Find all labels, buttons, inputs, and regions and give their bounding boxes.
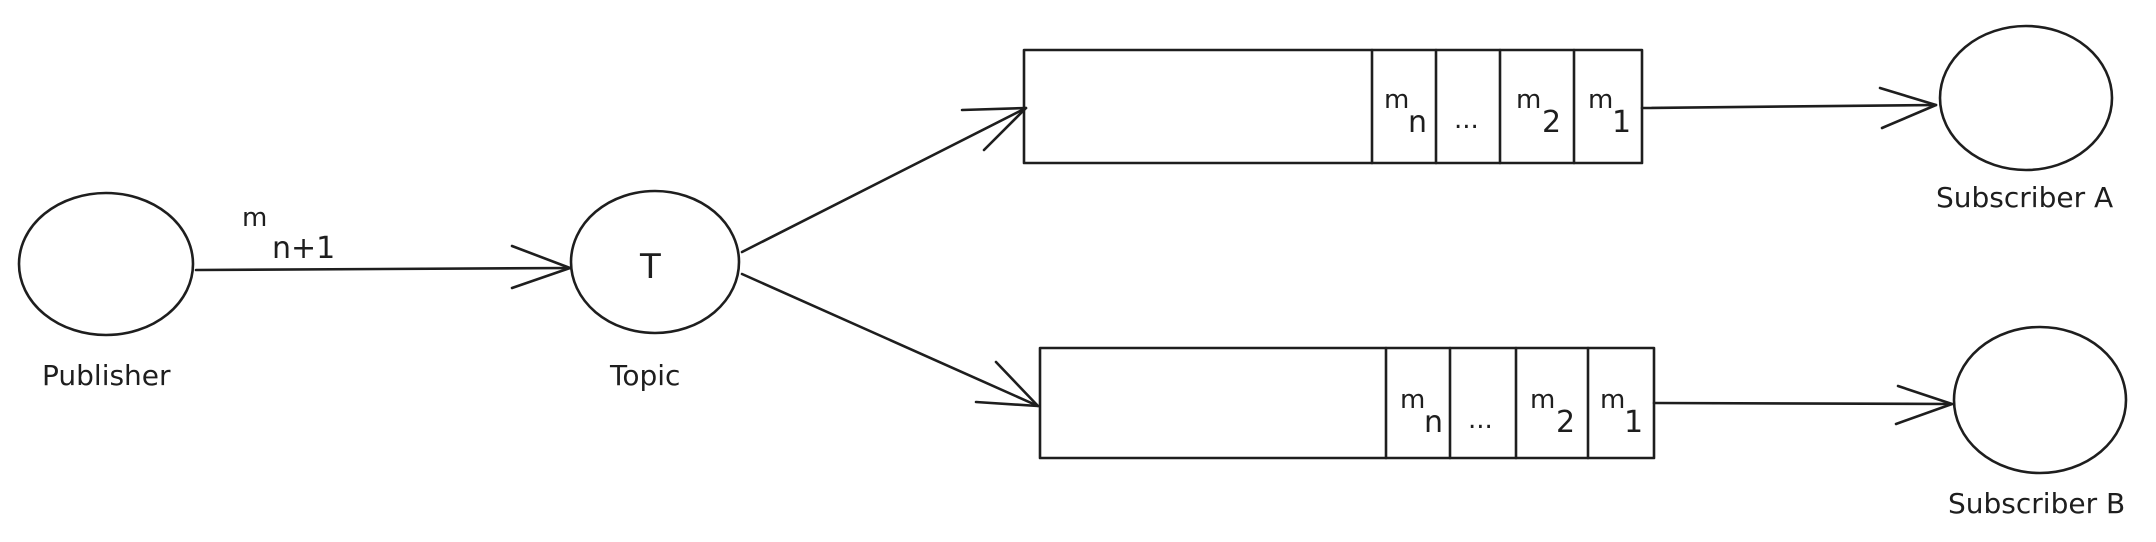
svg-text:m: m [1384,85,1409,115]
subscriber-a-circle [1938,24,2114,172]
queue-a-cell-m1: m 1 [1588,85,1631,140]
queue-a-cell-m2: m 2 [1516,85,1561,140]
incoming-message-label: m n+1 [242,203,335,266]
incoming-message-base: m [242,203,267,233]
queue-b-cell-m1: m 1 [1600,385,1643,440]
topic-label: Topic [609,359,680,392]
arrow-publisher-to-topic [194,244,572,290]
subscriber-b-node: Subscriber B [1948,325,2128,520]
svg-text:m: m [1400,385,1425,415]
subscriber-b-label: Subscriber B [1948,487,2125,520]
svg-text:m: m [1516,85,1541,115]
svg-text:...: ... [1468,405,1493,435]
queue-a-cell-mn: m n [1384,85,1427,140]
queue-a-cell-ellipsis: ... [1454,105,1479,135]
subscriber-a-node: Subscriber A [1936,24,2114,214]
publisher-label: Publisher [42,359,171,392]
svg-text:m: m [1588,85,1613,115]
svg-text:2: 2 [1556,405,1575,440]
arrow-topic-to-queue-a [740,106,1028,254]
queue-b: m n ... m 2 m 1 [1038,346,1656,460]
queue-b-cell-ellipsis: ... [1468,405,1493,435]
topic-node: T Topic [569,189,741,392]
queue-b-box [1038,346,1656,460]
queue-a-box [1022,48,1644,165]
svg-text:n: n [1408,105,1427,140]
arrow-queue-a-to-subscriber-a [1640,86,1938,130]
queue-b-cell-m2: m 2 [1530,385,1575,440]
svg-text:2: 2 [1542,105,1561,140]
subscriber-b-circle [1952,325,2128,475]
publisher-node: Publisher [17,191,195,392]
topic-symbol: T [639,247,661,287]
subscriber-a-label: Subscriber A [1936,181,2113,214]
svg-text:m: m [1530,385,1555,415]
publisher-circle [17,191,195,337]
arrow-queue-b-to-subscriber-b [1652,384,1954,426]
svg-text:m: m [1600,385,1625,415]
svg-text:...: ... [1454,105,1479,135]
queue-a: m n ... m 2 m 1 [1022,48,1644,165]
svg-text:n: n [1424,405,1443,440]
arrow-topic-to-queue-b [740,272,1040,408]
topic-circle [569,189,741,335]
svg-text:1: 1 [1624,405,1643,440]
queue-b-cell-mn: m n [1400,385,1443,440]
incoming-message-subscript: n+1 [272,231,335,266]
svg-text:1: 1 [1612,105,1631,140]
